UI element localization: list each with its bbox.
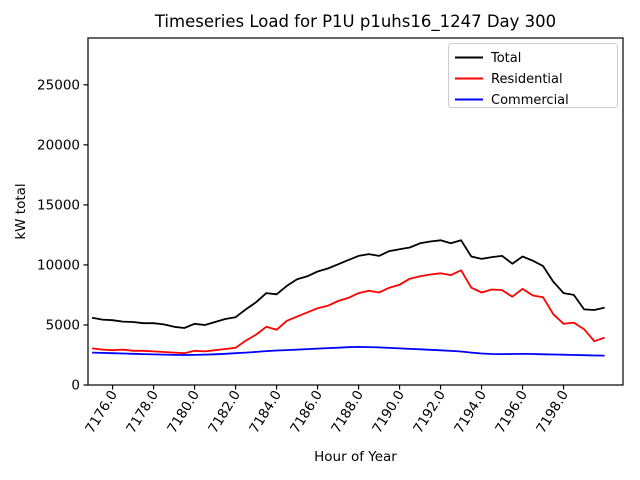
series-group	[91, 239, 605, 357]
legend-label-total: Total	[490, 51, 521, 66]
legend-box	[448, 43, 618, 108]
x-tick-label: 7180.0	[164, 388, 203, 437]
y-tick-label: 15000	[37, 197, 80, 213]
legend: Total Residential Commercial	[448, 43, 618, 108]
x-tick-label: 7194.0	[451, 388, 490, 437]
series-total-line	[91, 239, 605, 329]
x-tick-label: 7190.0	[369, 388, 408, 437]
x-tick-label: 7184.0	[246, 388, 285, 437]
chart-title: Timeseries Load for P1U p1uhs16_1247 Day…	[154, 12, 556, 32]
y-axis-ticks: 0 5000 10000 15000 20000 25000	[37, 77, 88, 394]
x-tick-label: 7198.0	[533, 388, 572, 437]
y-tick-label: 20000	[37, 137, 80, 153]
legend-label-residential: Residential	[491, 72, 563, 87]
x-tick-label: 7196.0	[492, 388, 531, 437]
legend-item-residential: Residential	[455, 72, 563, 87]
y-tick-label: 5000	[46, 317, 80, 333]
series-residential-line	[91, 269, 605, 355]
legend-item-commercial: Commercial	[455, 93, 569, 108]
y-tick-label: 0	[71, 378, 80, 394]
x-tick-label: 7186.0	[287, 388, 326, 437]
series-commercial-line	[92, 345, 605, 357]
y-tick-label: 10000	[37, 257, 80, 273]
plot-border	[87, 37, 624, 386]
x-tick-label: 7188.0	[328, 388, 367, 437]
legend-label-commercial: Commercial	[491, 93, 569, 108]
x-tick-label: 7182.0	[205, 388, 244, 437]
x-tick-label: 7176.0	[82, 388, 121, 437]
legend-item-total: Total	[455, 51, 521, 66]
x-axis-label: Hour of Year	[314, 449, 397, 465]
x-axis-ticks: 7176.0 7178.0 7180.0 7182.0 7184.0 7186.0 7188…	[82, 385, 572, 436]
x-tick-label: 7192.0	[410, 388, 449, 437]
x-tick-label: 7178.0	[123, 388, 162, 437]
y-tick-label: 25000	[37, 77, 80, 93]
y-axis-label: kW total	[13, 183, 29, 239]
